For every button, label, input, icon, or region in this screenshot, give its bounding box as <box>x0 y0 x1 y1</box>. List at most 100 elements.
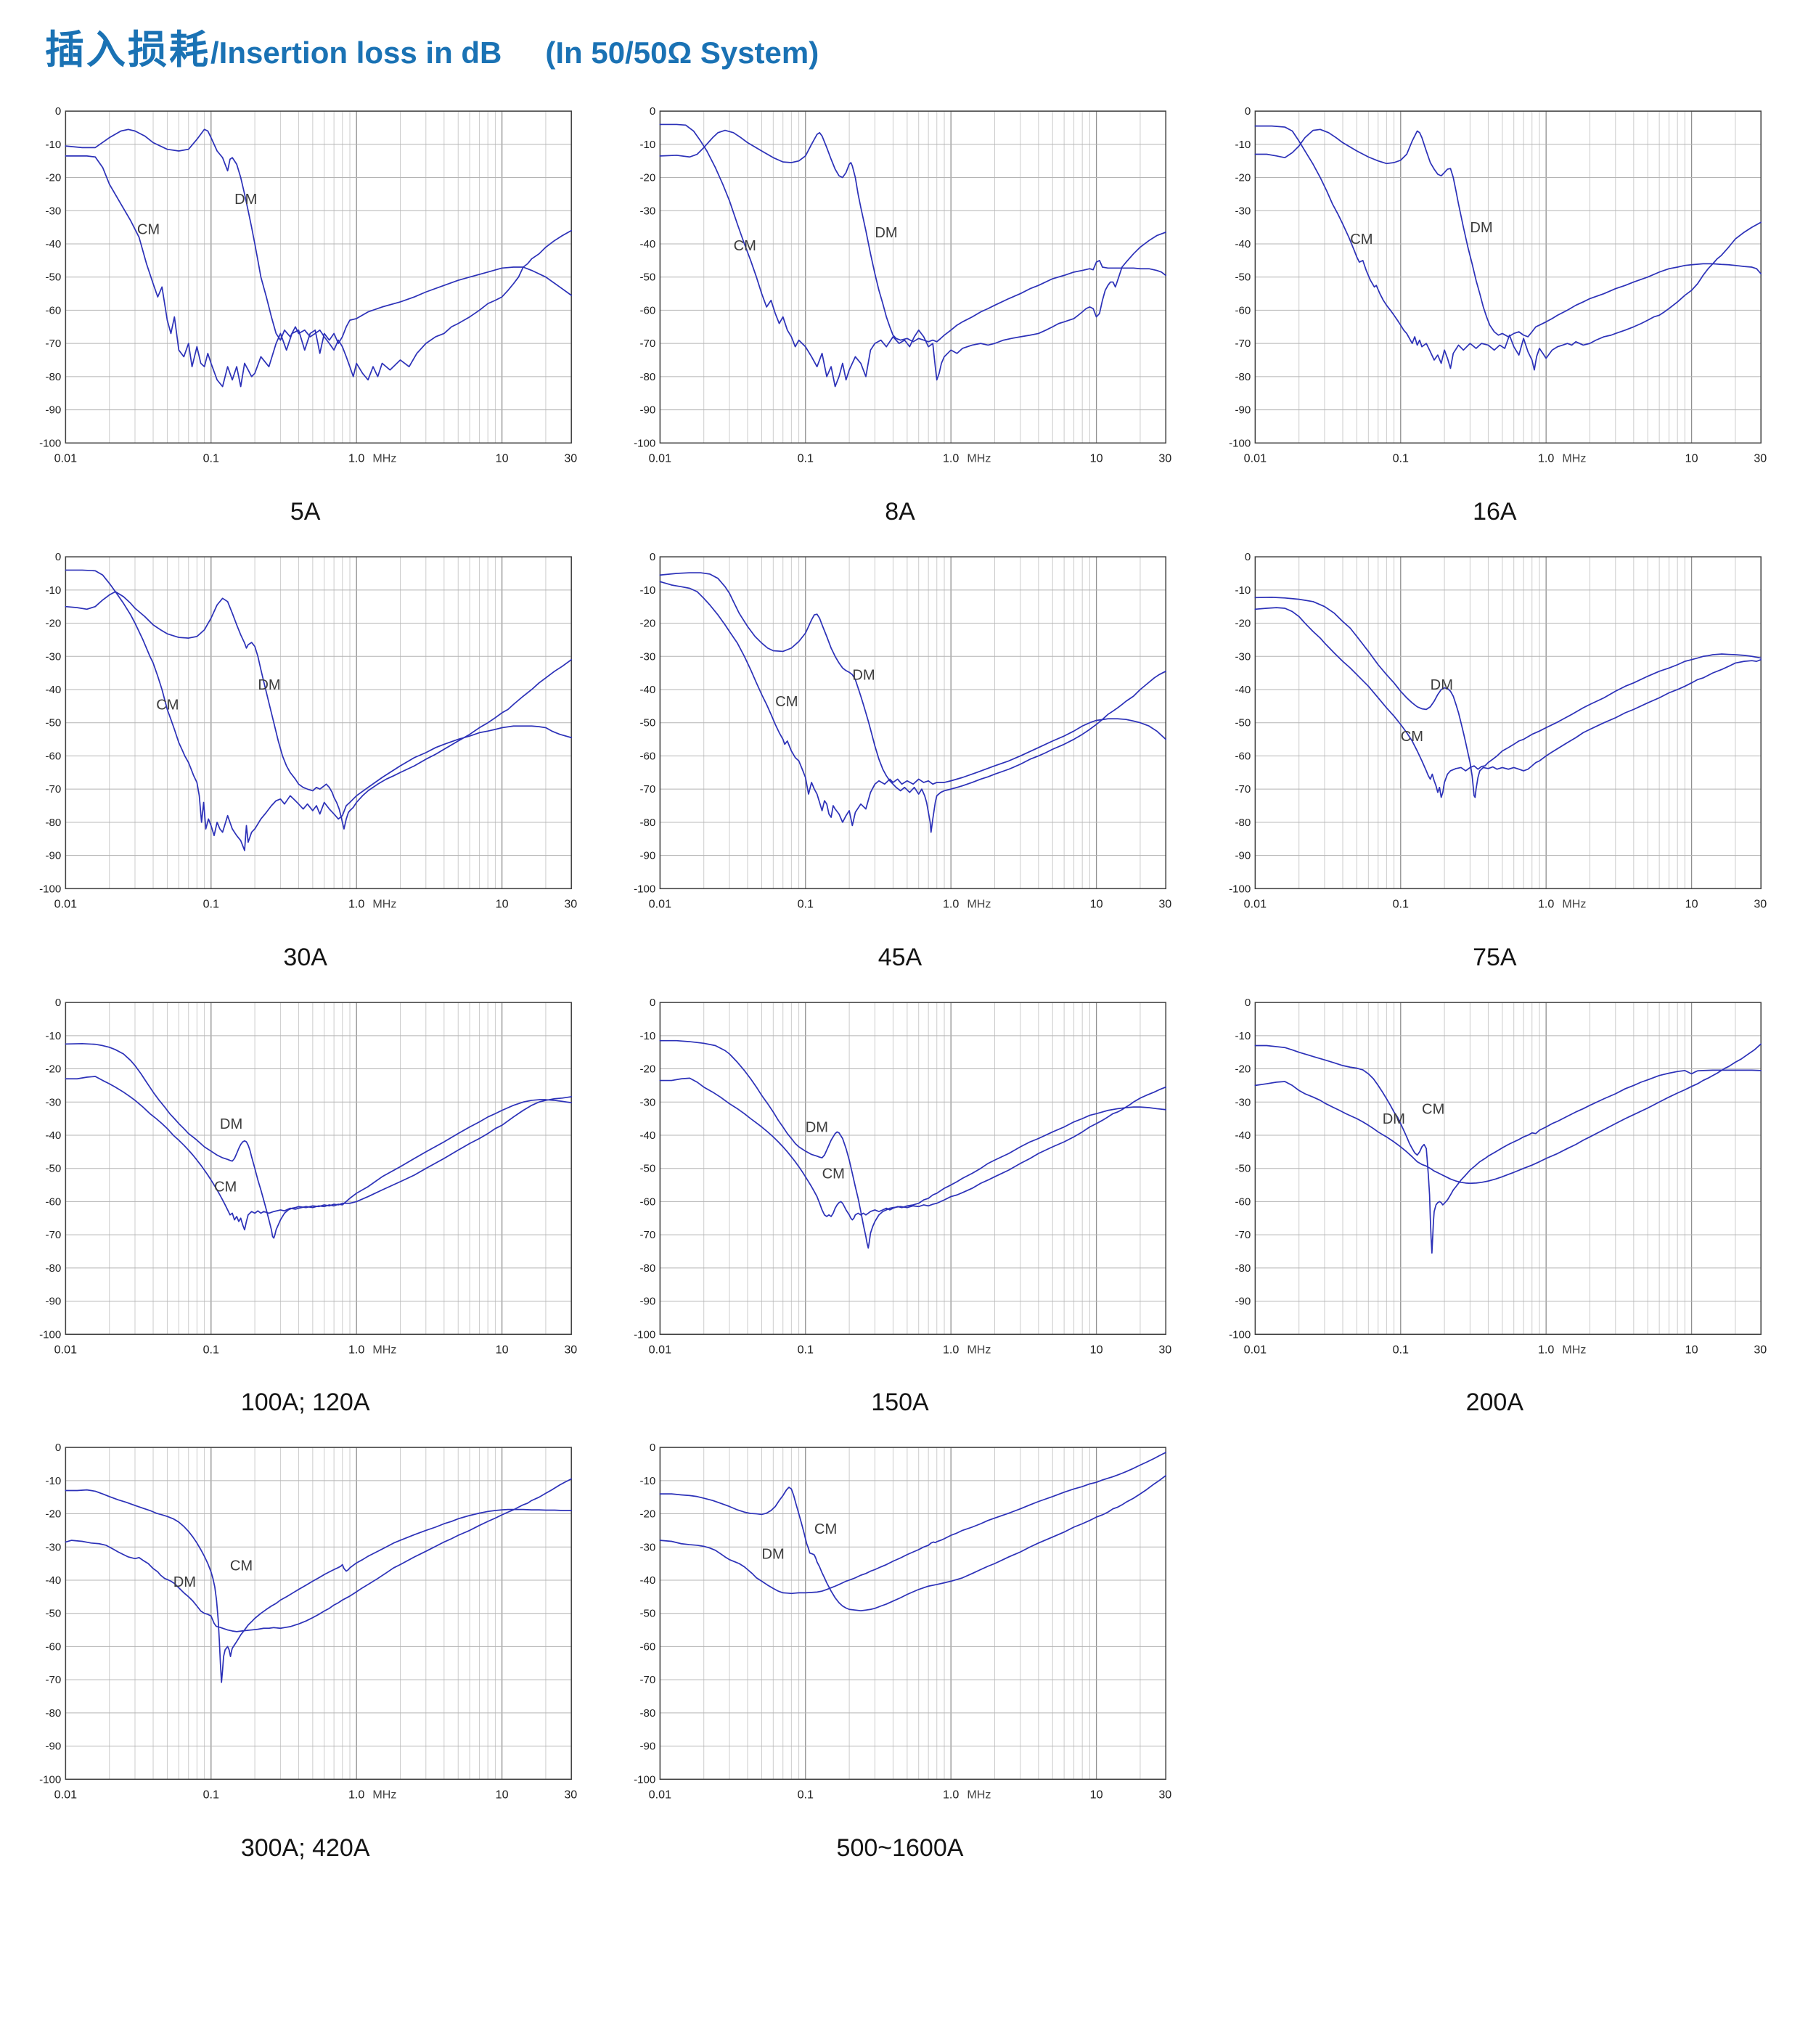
svg-text:-100: -100 <box>39 437 61 449</box>
svg-text:0.01: 0.01 <box>1243 1343 1266 1356</box>
svg-text:-90: -90 <box>45 1295 61 1307</box>
svg-text:-100: -100 <box>39 1328 61 1341</box>
svg-text:-70: -70 <box>1235 783 1251 796</box>
svg-text:-10: -10 <box>45 584 61 597</box>
dm-curve-label: DM <box>875 225 898 241</box>
svg-text:-30: -30 <box>45 650 61 663</box>
cm-curve-label: CM <box>230 1558 253 1574</box>
grid-lines <box>660 111 1166 443</box>
svg-text:0.01: 0.01 <box>54 897 77 910</box>
svg-text:-30: -30 <box>640 1542 656 1554</box>
cm-curve-label: CM <box>775 694 798 710</box>
svg-text:10: 10 <box>496 451 509 465</box>
svg-text:-70: -70 <box>640 783 656 796</box>
svg-text:0.1: 0.1 <box>1392 451 1408 465</box>
svg-text:10: 10 <box>496 1343 509 1356</box>
svg-text:10: 10 <box>1685 897 1698 910</box>
svg-text:-70: -70 <box>640 338 656 350</box>
svg-text:30: 30 <box>1754 451 1767 465</box>
svg-text:MHz: MHz <box>372 451 396 465</box>
axis-tick-labels: 0 -10 -20 -30 -40 -50 -60 -70 -80 -90 -100 0.01 0.1 1… <box>39 997 577 1356</box>
svg-text:0: 0 <box>650 551 655 563</box>
svg-text:-20: -20 <box>640 1063 656 1075</box>
svg-text:-100: -100 <box>634 883 655 895</box>
svg-text:0.01: 0.01 <box>649 897 671 910</box>
svg-text:-50: -50 <box>45 1608 61 1620</box>
svg-text:-60: -60 <box>45 750 61 762</box>
svg-text:-50: -50 <box>640 271 656 284</box>
svg-text:0.1: 0.1 <box>798 451 814 465</box>
chart-caption-5a: 5A <box>290 497 321 526</box>
svg-text:-80: -80 <box>640 371 656 383</box>
plot-frame <box>65 556 572 889</box>
svg-text:-30: -30 <box>45 205 61 217</box>
svg-text:0: 0 <box>1245 997 1251 1009</box>
chart-canvas-5a: 0 -10 -20 -30 -40 -50 -60 -70 -80 -90 -100 0.01 0.1 1… <box>39 105 577 465</box>
svg-text:-30: -30 <box>1235 1096 1251 1108</box>
plot-frame <box>1254 110 1762 444</box>
svg-text:-60: -60 <box>45 1641 61 1653</box>
svg-text:-60: -60 <box>640 1195 656 1208</box>
svg-text:-40: -40 <box>45 684 61 696</box>
cm-curve <box>1254 1045 1762 1254</box>
svg-text:1.0: 1.0 <box>348 1343 364 1356</box>
svg-text:-40: -40 <box>1235 684 1251 696</box>
svg-text:-90: -90 <box>640 404 656 417</box>
svg-text:MHz: MHz <box>968 451 991 465</box>
svg-text:-10: -10 <box>1235 1029 1251 1042</box>
svg-text:-30: -30 <box>1235 205 1251 217</box>
grid-lines <box>65 1447 572 1780</box>
svg-text:MHz: MHz <box>968 897 991 910</box>
dm-curve-label: DM <box>1430 677 1452 693</box>
svg-text:0: 0 <box>55 551 61 563</box>
svg-text:-40: -40 <box>1235 1129 1251 1142</box>
dm-curve <box>1254 128 1762 338</box>
svg-text:-70: -70 <box>45 783 61 796</box>
svg-text:-30: -30 <box>640 205 656 217</box>
svg-text:-10: -10 <box>640 1029 656 1042</box>
svg-text:-20: -20 <box>45 1508 61 1521</box>
dm-curve <box>1254 596 1762 798</box>
svg-text:-20: -20 <box>640 172 656 184</box>
cm-curve-label: CM <box>734 238 756 254</box>
svg-text:0: 0 <box>650 1442 655 1455</box>
svg-text:10: 10 <box>496 1788 509 1802</box>
svg-text:0.1: 0.1 <box>798 1788 814 1802</box>
svg-text:-80: -80 <box>45 1262 61 1275</box>
chart-caption-100a-120a: 100A; 120A <box>240 1389 370 1417</box>
svg-text:1.0: 1.0 <box>943 1343 959 1356</box>
chart-canvas-45a: 0 -10 -20 -30 -40 -50 -60 -70 -80 -90 -100 0.01 0.1 1… <box>634 551 1171 910</box>
dm-curve-label: DM <box>220 1116 242 1132</box>
svg-text:-90: -90 <box>640 1741 656 1753</box>
svg-text:-80: -80 <box>1235 817 1251 829</box>
chart-5a: 0 -10 -20 -30 -40 -50 -60 -70 -80 -90 -100 0.01 0.1 1… <box>28 99 583 526</box>
svg-text:0: 0 <box>1245 105 1251 118</box>
insertion-loss-chart-grid: 0 -10 -20 -30 -40 -50 -60 -70 -80 -90 -100 0.01 0.1 1… <box>0 75 1800 1863</box>
chart-canvas-500-1600a: 0 -10 -20 -30 -40 -50 -60 -70 -80 -90 -100 0.01 0.1 1… <box>634 1442 1171 1802</box>
svg-text:0.1: 0.1 <box>798 897 814 910</box>
svg-text:-60: -60 <box>1235 304 1251 316</box>
svg-text:-90: -90 <box>45 404 61 417</box>
svg-text:-100: -100 <box>634 1328 655 1341</box>
svg-text:-60: -60 <box>640 750 656 762</box>
dm-curve-label: DM <box>853 667 875 683</box>
page-title-chinese: 插入损耗 <box>45 28 210 72</box>
chart-100a-120a: 0 -10 -20 -30 -40 -50 -60 -70 -80 -90 -100 0.01 0.1 1… <box>28 991 583 1418</box>
svg-text:-100: -100 <box>39 883 61 895</box>
grid-lines <box>65 1002 572 1334</box>
chart-caption-75a: 75A <box>1473 943 1517 971</box>
svg-text:30: 30 <box>564 1788 577 1802</box>
svg-text:-40: -40 <box>45 1574 61 1587</box>
svg-text:-50: -50 <box>45 271 61 284</box>
dm-curve-label: DM <box>173 1575 196 1591</box>
chart-caption-150a: 150A <box>871 1389 929 1417</box>
grid-lines <box>660 556 1166 889</box>
svg-text:-10: -10 <box>45 1029 61 1042</box>
dm-curve-label: DM <box>258 677 280 693</box>
chart-16a: 0 -10 -20 -30 -40 -50 -60 -70 -80 -90 -100 0.01 0.1 1… <box>1217 99 1772 526</box>
svg-text:-80: -80 <box>1235 371 1251 383</box>
chart-caption-30a: 30A <box>283 943 327 971</box>
cm-curve-label: CM <box>214 1179 237 1195</box>
svg-text:-10: -10 <box>1235 139 1251 151</box>
plot-frame <box>659 556 1167 889</box>
